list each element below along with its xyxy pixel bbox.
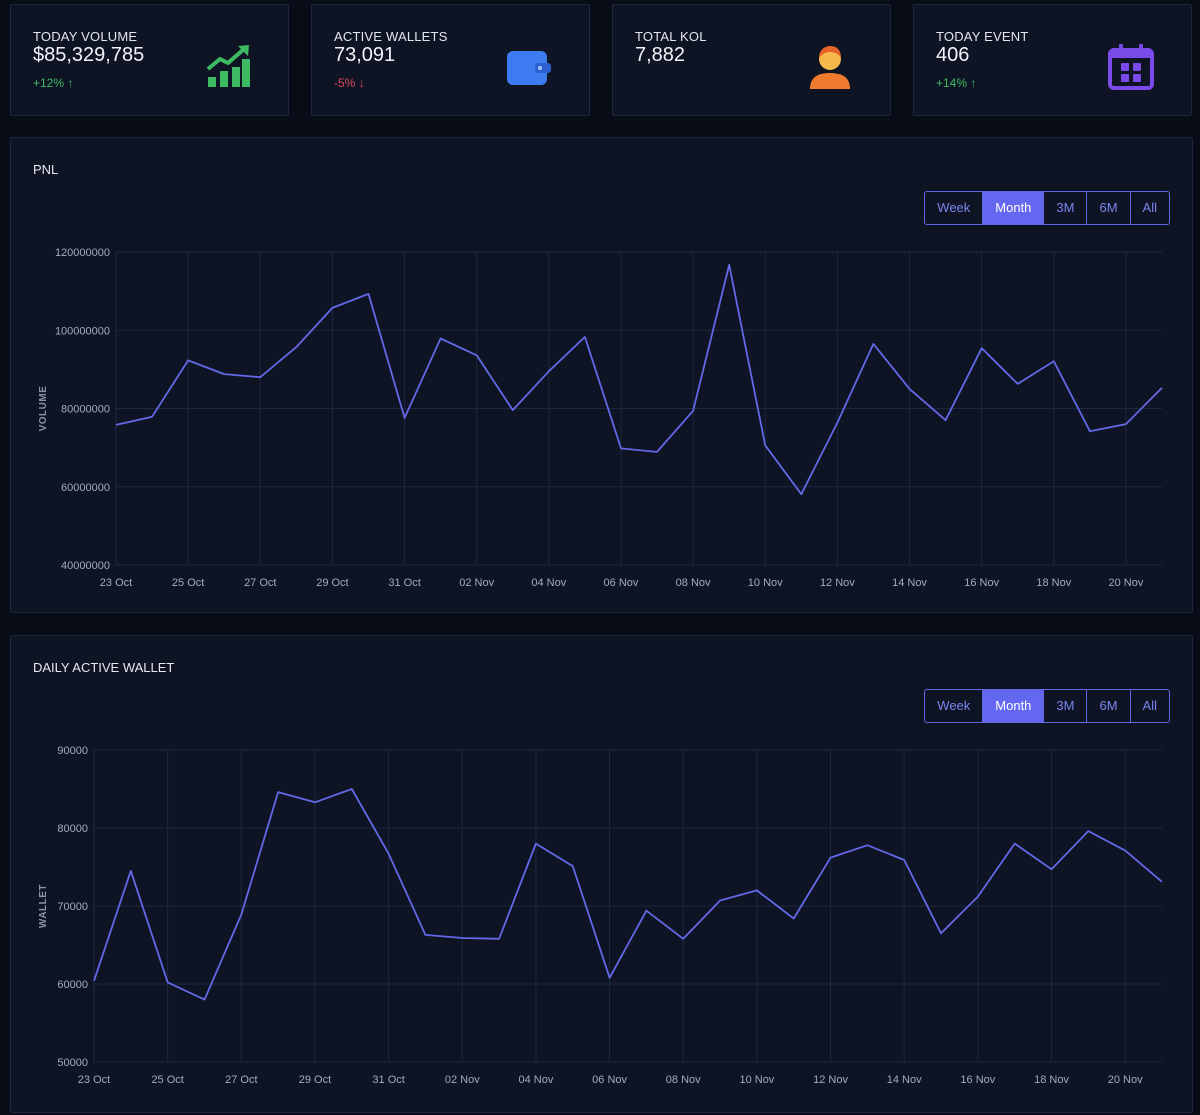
range-3m-button[interactable]: 3M: [1044, 690, 1088, 722]
y-tick-label: 60000: [57, 979, 88, 991]
wallet-line-chart: 90000 80000 70000 60000 50000 23 Oct 25 Oct 27 …: [38, 745, 1163, 1086]
stat-change: +12% ↑: [33, 76, 73, 90]
x-tick-label: 10 Nov: [748, 577, 783, 589]
x-tick-label: 25 Oct: [151, 1074, 183, 1086]
range-3m-button[interactable]: 3M: [1044, 192, 1088, 224]
x-tick-label: 27 Oct: [244, 577, 276, 589]
x-tick-label: 08 Nov: [676, 577, 711, 589]
y-tick-label: 80000: [57, 823, 88, 835]
series-line: [93, 788, 1163, 1001]
chart-growth-icon: [206, 45, 250, 87]
y-axis-title: VOLUME: [38, 386, 49, 432]
arrow-up-icon: ↑: [970, 76, 977, 90]
pnl-panel: PNL Week Month 3M 6M All 120000000 100000…: [10, 137, 1193, 613]
stat-card-today-volume: TODAY VOLUME $85,329,785 +12% ↑: [10, 4, 289, 116]
y-tick-label: 40000000: [61, 560, 110, 572]
stat-label: TODAY VOLUME: [33, 29, 138, 44]
range-week-button[interactable]: Week: [925, 192, 984, 224]
stat-label: TOTAL KOL: [635, 29, 707, 44]
y-tick-label: 90000: [57, 745, 88, 757]
panel-title: DAILY ACTIVE WALLET: [33, 660, 175, 675]
x-tick-label: 02 Nov: [459, 577, 494, 589]
user-icon: [810, 46, 850, 89]
x-tick-label: 20 Nov: [1109, 577, 1144, 589]
x-tick-label: 04 Nov: [519, 1074, 554, 1086]
x-tick-label: 16 Nov: [964, 577, 999, 589]
x-tick-label: 25 Oct: [172, 577, 204, 589]
x-tick-label: 08 Nov: [666, 1074, 701, 1086]
stat-card-active-wallets: ACTIVE WALLETS 73,091 -5% ↓: [311, 4, 590, 116]
stat-change-text: +12%: [33, 76, 65, 90]
y-tick-label: 60000000: [61, 482, 110, 494]
stat-card-today-event: TODAY EVENT 406 +14% ↑: [913, 4, 1192, 116]
stat-label: ACTIVE WALLETS: [334, 29, 448, 44]
x-tick-label: 29 Oct: [316, 577, 348, 589]
range-month-button[interactable]: Month: [983, 192, 1045, 224]
stat-label: TODAY EVENT: [936, 29, 1029, 44]
y-tick-label: 120000000: [55, 247, 110, 259]
x-tick-label: 20 Nov: [1108, 1074, 1143, 1086]
x-tick-label: 31 Oct: [388, 577, 420, 589]
x-tick-label: 23 Oct: [100, 577, 132, 589]
range-6m-button[interactable]: 6M: [1087, 192, 1131, 224]
range-selector: Week Month 3M 6M All: [924, 689, 1170, 723]
stat-value: $85,329,785: [33, 44, 145, 66]
panel-title: PNL: [33, 162, 59, 177]
stats-row: TODAY VOLUME $85,329,785 +12% ↑ ACTIVE W…: [10, 4, 1193, 116]
range-6m-button[interactable]: 6M: [1087, 690, 1131, 722]
y-tick-label: 100000000: [55, 325, 110, 337]
x-tick-label: 02 Nov: [445, 1074, 480, 1086]
arrow-up-icon: ↑: [67, 76, 74, 90]
x-tick-label: 31 Oct: [372, 1074, 404, 1086]
x-tick-label: 12 Nov: [813, 1074, 848, 1086]
x-tick-label: 23 Oct: [78, 1074, 110, 1086]
calendar-icon: [1108, 44, 1154, 90]
x-tick-label: 14 Nov: [887, 1074, 922, 1086]
stat-card-total-kol: TOTAL KOL 7,882: [612, 4, 891, 116]
stat-value: 7,882: [635, 44, 686, 66]
x-tick-label: 10 Nov: [739, 1074, 774, 1086]
stat-change: +14% ↑: [936, 76, 976, 90]
y-tick-label: 70000: [57, 901, 88, 913]
x-tick-label: 04 Nov: [531, 577, 566, 589]
stat-value: 73,091: [334, 44, 396, 66]
range-selector: Week Month 3M 6M All: [924, 191, 1170, 225]
x-tick-label: 14 Nov: [892, 577, 927, 589]
range-month-button[interactable]: Month: [983, 690, 1045, 722]
x-tick-label: 18 Nov: [1036, 577, 1071, 589]
x-tick-label: 06 Nov: [604, 577, 639, 589]
y-tick-label: 50000: [57, 1057, 88, 1069]
x-tick-label: 18 Nov: [1034, 1074, 1069, 1086]
x-tick-label: 16 Nov: [960, 1074, 995, 1086]
x-tick-label: 27 Oct: [225, 1074, 257, 1086]
range-week-button[interactable]: Week: [925, 690, 984, 722]
stat-change-text: -5%: [334, 76, 356, 90]
series-line: [115, 264, 1163, 496]
stat-value: 406: [936, 44, 970, 66]
pnl-line-chart: 120000000 100000000 80000000 60000000 400000…: [38, 247, 1163, 589]
stat-change-text: +14%: [936, 76, 968, 90]
wallet-panel: DAILY ACTIVE WALLET Week Month 3M 6M All…: [10, 635, 1193, 1113]
y-tick-label: 80000000: [61, 404, 110, 416]
x-tick-label: 29 Oct: [299, 1074, 331, 1086]
x-tick-label: 06 Nov: [592, 1074, 627, 1086]
x-tick-label: 12 Nov: [820, 577, 855, 589]
arrow-down-icon: ↓: [358, 76, 365, 90]
range-all-button[interactable]: All: [1142, 200, 1157, 215]
stat-change: -5% ↓: [334, 76, 365, 90]
y-axis-title: WALLET: [38, 884, 49, 928]
wallet-icon: [507, 51, 551, 85]
range-all-button[interactable]: All: [1142, 698, 1157, 713]
